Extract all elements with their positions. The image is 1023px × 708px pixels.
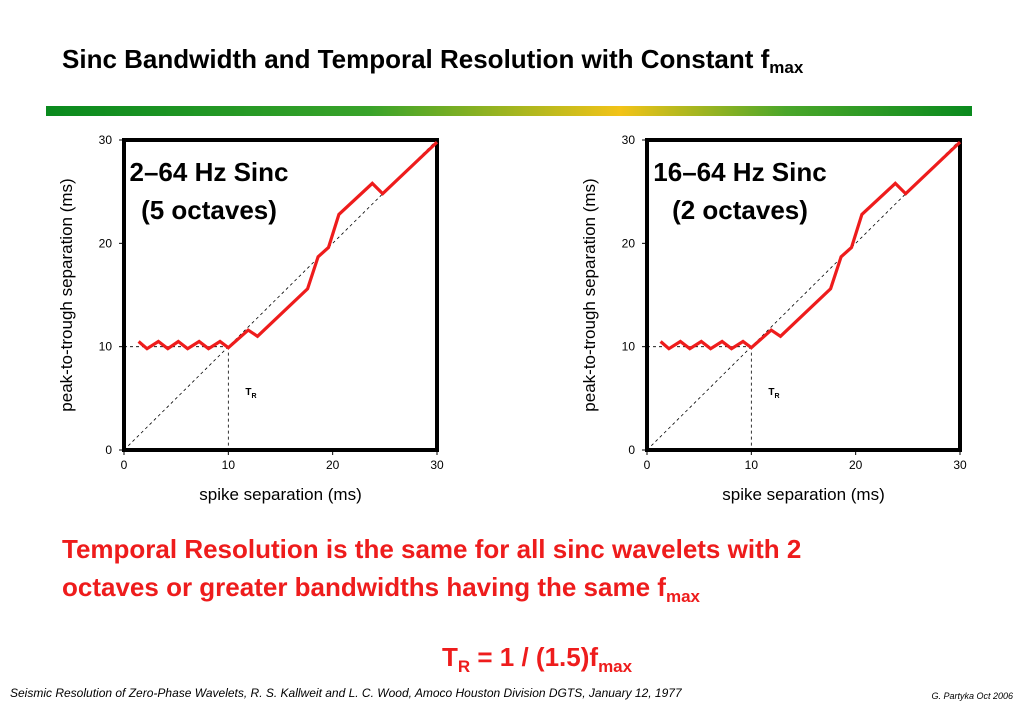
y-tick-label: 0: [105, 443, 112, 457]
author-credit: G. Partyka Oct 2006: [931, 691, 1013, 701]
conclusion-message: Temporal Resolution is the same for all …: [62, 530, 962, 616]
peak-trough-curve: [137, 140, 439, 351]
octave-count-label: (5 octaves): [141, 195, 277, 225]
conclusion-subscript: max: [665, 587, 700, 606]
y-axis-label: peak-to-trough separation (ms): [57, 178, 76, 411]
conclusion-line-2: octaves or greater bandwidths having the…: [62, 568, 962, 616]
chart-right: 0 10 20 30 0 10 20 30 TR 16–64 Hz Sinc (2 octaves)…: [580, 133, 967, 504]
title-divider-bar: [46, 106, 972, 116]
title-text: Sinc Bandwidth and Temporal Resolution w…: [62, 44, 770, 74]
y-tick-label: 0: [628, 443, 635, 457]
y-tick-label: 30: [99, 133, 113, 147]
y-tick-label: 20: [622, 236, 636, 250]
conclusion-line-2-text: octaves or greater bandwidths having the…: [62, 572, 666, 602]
y-axis-label: peak-to-trough separation (ms): [580, 178, 599, 411]
formula-f-subscript: max: [598, 657, 633, 676]
sinc-band-label: 16–64 Hz Sinc: [653, 157, 826, 187]
sinc-band-label: 2–64 Hz Sinc: [130, 157, 289, 187]
x-tick-label: 20: [326, 458, 340, 472]
octave-count-label: (2 octaves): [672, 195, 808, 225]
peak-trough-curve: [659, 140, 962, 351]
tr-marker-label: TR: [245, 387, 256, 400]
y-tick-label: 10: [99, 340, 113, 354]
x-tick-label: 10: [745, 458, 759, 472]
x-tick-label: 10: [222, 458, 236, 472]
x-tick-label: 30: [953, 458, 967, 472]
x-tick-label: 0: [121, 458, 128, 472]
formula-t: T: [442, 642, 458, 672]
y-tick-label: 30: [622, 133, 636, 147]
title-subscript: max: [769, 58, 804, 77]
y-tick-label: 10: [622, 340, 636, 354]
x-tick-label: 30: [430, 458, 444, 472]
tr-marker-label: TR: [768, 387, 779, 400]
resolution-formula: TR = 1 / (1.5)fmax: [442, 642, 632, 677]
formula-equation: = 1 / (1.5)f: [470, 642, 599, 672]
x-tick-label: 0: [644, 458, 651, 472]
formula-t-subscript: R: [457, 657, 471, 676]
slide-title: Sinc Bandwidth and Temporal Resolution w…: [62, 44, 803, 78]
x-tick-label: 20: [849, 458, 863, 472]
citation-footer: Seismic Resolution of Zero-Phase Wavelet…: [10, 686, 682, 700]
x-axis-label: spike separation (ms): [722, 485, 885, 504]
y-tick-label: 20: [99, 236, 113, 250]
x-axis-label: spike separation (ms): [199, 485, 362, 504]
conclusion-line-1: Temporal Resolution is the same for all …: [62, 534, 802, 564]
chart-left: 0 10 20 30 0 10 20 30 TR 2–64 Hz Sinc (5 octaves) s…: [57, 133, 444, 504]
